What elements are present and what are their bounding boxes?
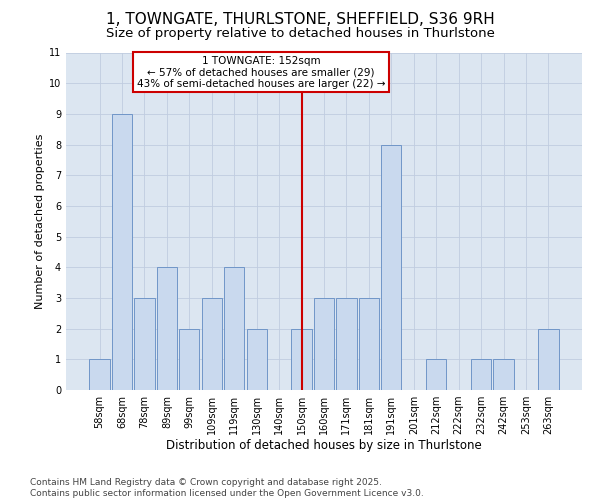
Bar xyxy=(381,144,401,390)
Bar xyxy=(426,360,446,390)
Bar xyxy=(179,328,199,390)
Bar xyxy=(538,328,559,390)
Bar xyxy=(202,298,222,390)
Bar xyxy=(292,328,311,390)
Text: Contains HM Land Registry data © Crown copyright and database right 2025.
Contai: Contains HM Land Registry data © Crown c… xyxy=(30,478,424,498)
Bar xyxy=(112,114,132,390)
Bar xyxy=(247,328,267,390)
Bar xyxy=(134,298,155,390)
Text: 1, TOWNGATE, THURLSTONE, SHEFFIELD, S36 9RH: 1, TOWNGATE, THURLSTONE, SHEFFIELD, S36 … xyxy=(106,12,494,28)
Bar xyxy=(359,298,379,390)
Bar xyxy=(493,360,514,390)
Text: Size of property relative to detached houses in Thurlstone: Size of property relative to detached ho… xyxy=(106,28,494,40)
Bar xyxy=(314,298,334,390)
Bar xyxy=(157,268,177,390)
Text: 1 TOWNGATE: 152sqm
← 57% of detached houses are smaller (29)
43% of semi-detache: 1 TOWNGATE: 152sqm ← 57% of detached hou… xyxy=(137,56,385,89)
Bar xyxy=(89,360,110,390)
Bar xyxy=(337,298,356,390)
Y-axis label: Number of detached properties: Number of detached properties xyxy=(35,134,45,309)
Bar xyxy=(224,268,244,390)
X-axis label: Distribution of detached houses by size in Thurlstone: Distribution of detached houses by size … xyxy=(166,438,482,452)
Bar xyxy=(471,360,491,390)
